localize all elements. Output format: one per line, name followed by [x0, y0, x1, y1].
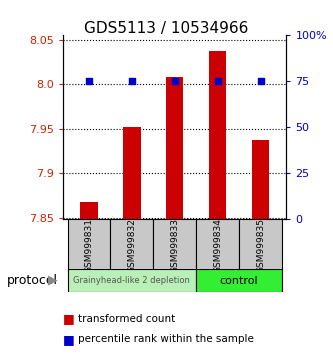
- Bar: [81, 202, 98, 219]
- Bar: [209, 51, 226, 219]
- Bar: [196, 219, 239, 271]
- Text: ■: ■: [63, 312, 75, 325]
- Text: ■: ■: [63, 333, 75, 346]
- Text: control: control: [220, 275, 258, 286]
- Bar: [68, 219, 111, 271]
- Text: GSM999833: GSM999833: [170, 218, 179, 273]
- Bar: [239, 219, 282, 271]
- Text: ▶: ▶: [49, 274, 58, 287]
- Text: transformed count: transformed count: [78, 314, 175, 324]
- Bar: [252, 140, 269, 219]
- Bar: [123, 127, 141, 219]
- Bar: [154, 219, 196, 271]
- Text: GSM999835: GSM999835: [256, 218, 265, 273]
- Point: [86, 79, 92, 84]
- Text: GDS5113 / 10534966: GDS5113 / 10534966: [84, 21, 249, 36]
- Bar: [68, 269, 196, 292]
- Point: [258, 79, 263, 84]
- Bar: [166, 77, 183, 219]
- Point: [172, 79, 177, 84]
- Bar: [196, 269, 282, 292]
- Text: GSM999832: GSM999832: [128, 218, 137, 273]
- Text: GSM999834: GSM999834: [213, 218, 222, 273]
- Text: GSM999831: GSM999831: [85, 218, 94, 273]
- Point: [129, 79, 135, 84]
- Point: [215, 79, 220, 84]
- Text: percentile rank within the sample: percentile rank within the sample: [78, 334, 254, 344]
- Text: protocol: protocol: [7, 274, 58, 287]
- Text: Grainyhead-like 2 depletion: Grainyhead-like 2 depletion: [74, 276, 190, 285]
- Bar: [111, 219, 154, 271]
